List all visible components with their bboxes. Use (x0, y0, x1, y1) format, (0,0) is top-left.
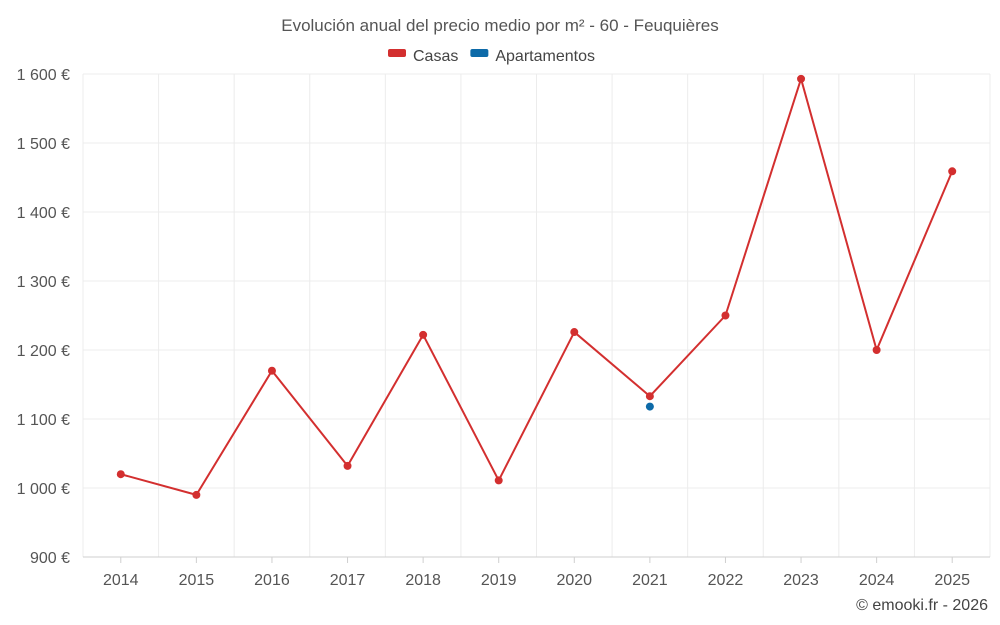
legend-swatch-apartamentos (470, 49, 489, 57)
x-axis: 2014 2015 2016 2017 2018 2019 2020 2021 2022 2023… (103, 557, 970, 589)
data-point-casas[interactable] (192, 490, 201, 499)
credit-text: © emooki.fr - 2026 (856, 597, 988, 614)
x-tick-label: 2023 (783, 572, 819, 589)
legend: Casas Apartamentos (388, 48, 595, 65)
x-tick-label: 2020 (556, 572, 592, 589)
data-point-casas[interactable] (116, 470, 125, 479)
y-axis: 900 € 1 000 € 1 100 € 1 200 € 1 300 € 1 400 €… (17, 67, 70, 567)
data-point-casas[interactable] (797, 74, 806, 83)
x-tick-label: 2025 (934, 572, 970, 589)
y-tick-label: 1 400 € (17, 205, 70, 222)
y-tick-label: 1 300 € (17, 274, 70, 291)
data-point-casas[interactable] (343, 461, 352, 470)
data-point-casas[interactable] (645, 392, 654, 401)
legend-label-casas[interactable]: Casas (413, 48, 458, 65)
data-point-casas[interactable] (494, 476, 503, 485)
chart-title: Evolución anual del precio medio por m² … (281, 16, 719, 35)
series (116, 74, 957, 499)
x-tick-label: 2018 (405, 572, 441, 589)
data-point-casas[interactable] (948, 167, 957, 176)
data-point-casas[interactable] (419, 330, 428, 339)
x-tick-label: 2014 (103, 572, 139, 589)
x-tick-label: 2016 (254, 572, 290, 589)
y-tick-label: 1 600 € (17, 67, 70, 84)
legend-label-apartamentos[interactable]: Apartamentos (495, 48, 595, 65)
x-tick-label: 2017 (330, 572, 366, 589)
y-tick-label: 1 500 € (17, 136, 70, 153)
x-tick-label: 2019 (481, 572, 517, 589)
x-tick-label: 2022 (708, 572, 744, 589)
y-tick-label: 1 000 € (17, 481, 70, 498)
data-point-casas[interactable] (872, 346, 881, 354)
y-tick-label: 1 200 € (17, 343, 70, 360)
legend-swatch-casas (388, 49, 406, 57)
data-point-casas[interactable] (570, 328, 579, 337)
data-point-casas[interactable] (721, 311, 730, 320)
series-line-casas (120, 77, 954, 496)
data-point-casas[interactable] (267, 366, 276, 375)
data-point-apartamentos[interactable] (645, 402, 654, 411)
x-tick-label: 2021 (632, 572, 668, 589)
y-tick-label: 900 € (30, 550, 70, 567)
x-tick-label: 2015 (179, 572, 215, 589)
x-tick-label: 2024 (859, 572, 895, 589)
grid-lines (82, 73, 991, 558)
y-tick-label: 1 100 € (17, 412, 70, 429)
